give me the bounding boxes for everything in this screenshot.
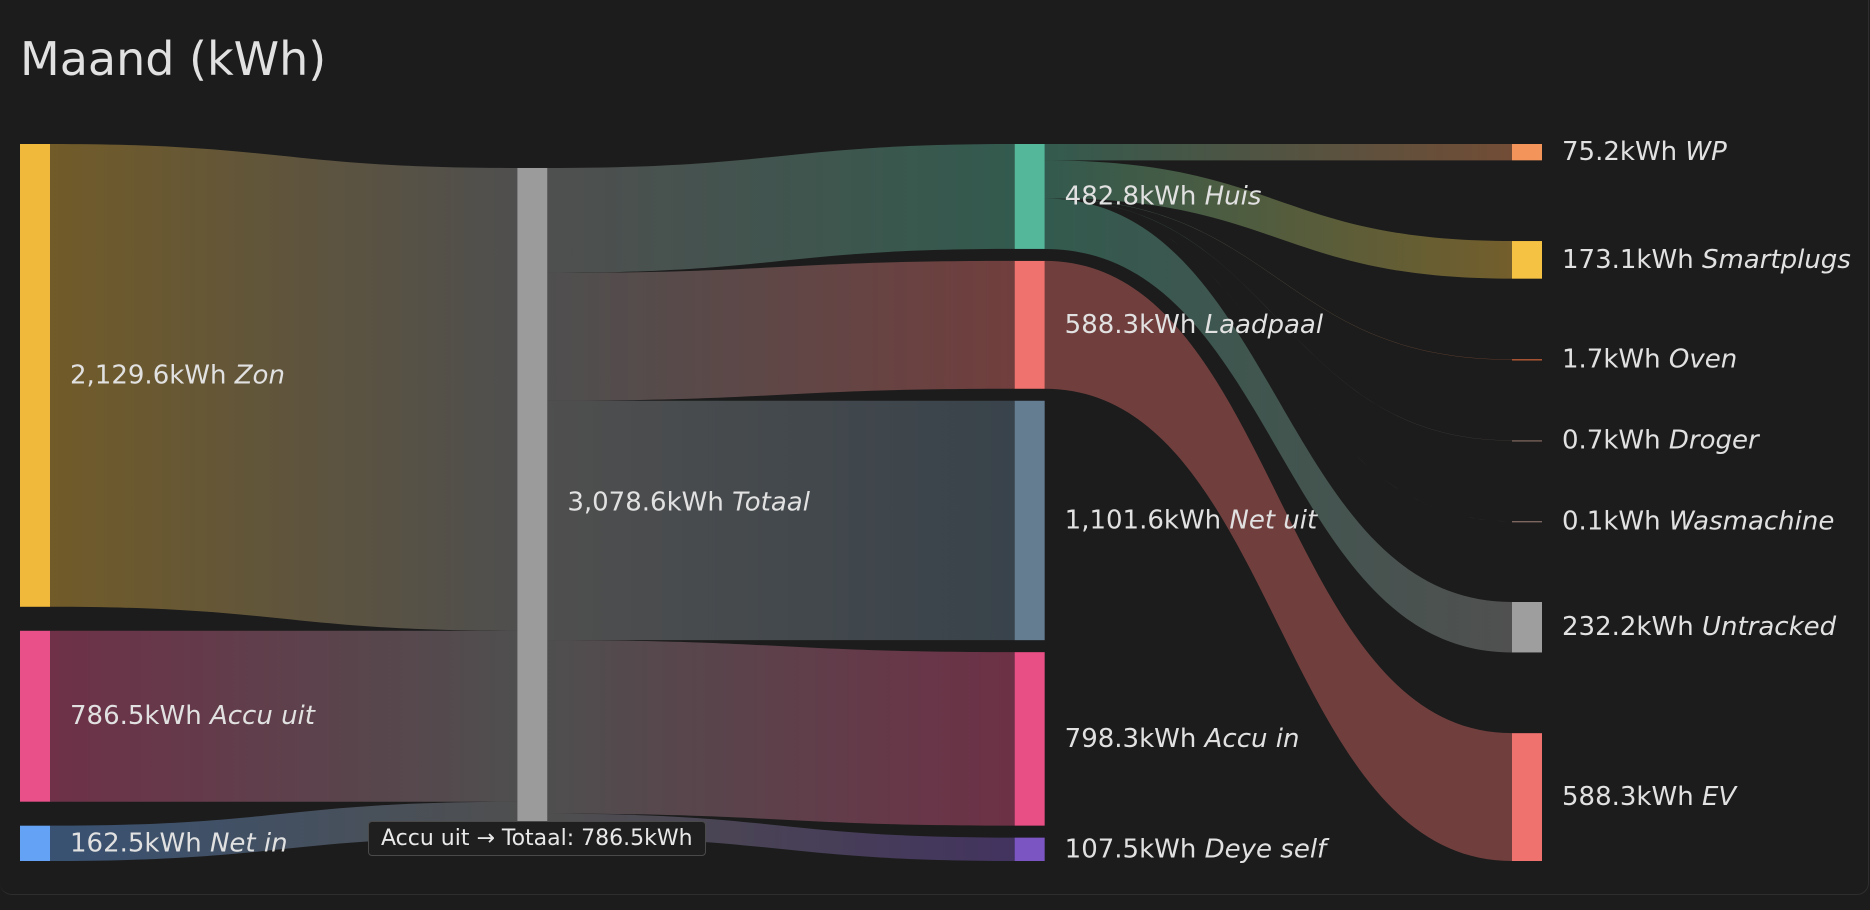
links <box>50 144 1512 861</box>
node-label: 798.3kWh Accu in <box>1065 723 1300 753</box>
node-name: Oven <box>1669 344 1737 374</box>
node-name: Net in <box>210 828 288 858</box>
node-label: 107.5kWh Deye self <box>1065 834 1330 864</box>
flow <box>1044 198 1512 522</box>
node <box>1014 652 1045 826</box>
node-name: Untracked <box>1702 612 1837 642</box>
node-name: EV <box>1702 782 1738 812</box>
flow <box>1044 144 1512 161</box>
node-label: 75.2kWh WP <box>1562 137 1727 167</box>
node-value: 786.5kWh <box>70 701 202 731</box>
card-title: Maand (kWh) <box>20 32 327 86</box>
node-name: Huis <box>1205 181 1262 211</box>
node-value: 232.2kWh <box>1562 612 1694 642</box>
node-label: 482.8kWh Huis <box>1065 181 1262 211</box>
node-value: 0.7kWh <box>1562 425 1661 455</box>
node-name: Accu in <box>1203 723 1300 753</box>
node-label: 0.1kWh Wasmachine <box>1562 506 1834 536</box>
node <box>1512 241 1542 279</box>
node-name: Wasmachine <box>1669 506 1835 536</box>
node-value: 0.1kWh <box>1562 506 1661 536</box>
node-label: 1.7kWh Oven <box>1562 344 1737 374</box>
node-name: Deye self <box>1205 834 1330 864</box>
flow <box>547 260 1015 401</box>
node <box>517 167 548 838</box>
flow <box>1044 197 1512 360</box>
flow <box>50 801 518 861</box>
flow <box>50 144 518 631</box>
flow <box>1044 160 1512 279</box>
flow <box>547 640 1015 826</box>
flow <box>1044 198 1512 653</box>
flow <box>1044 198 1512 441</box>
node <box>1014 400 1045 641</box>
flow <box>547 144 1015 273</box>
flow <box>50 630 518 802</box>
node-value: 798.3kWh <box>1065 723 1197 753</box>
node-name: Droger <box>1669 425 1761 455</box>
node-value: 1.7kWh <box>1562 344 1661 374</box>
node <box>1512 601 1542 653</box>
flow <box>1044 260 1512 861</box>
node-name: Totaal <box>732 487 811 517</box>
node-name: Net uit <box>1229 505 1318 535</box>
node-name: Zon <box>234 360 285 390</box>
node-label: 0.7kWh Droger <box>1562 425 1761 455</box>
node-value: 2,129.6kWh <box>70 360 226 390</box>
node <box>1512 521 1542 523</box>
node-value: 588.3kWh <box>1065 309 1197 339</box>
node-value: 482.8kWh <box>1065 181 1197 211</box>
node <box>1512 144 1542 161</box>
node-value: 3,078.6kWh <box>567 487 723 517</box>
node-value: 75.2kWh <box>1562 137 1677 167</box>
node <box>1512 440 1542 442</box>
node <box>20 630 50 802</box>
node-label: 2,129.6kWh Zon <box>70 360 285 390</box>
node-name: Laadpaal <box>1205 309 1324 339</box>
node <box>1512 359 1542 361</box>
node <box>1512 733 1542 861</box>
node-name: Smartplugs <box>1702 244 1851 274</box>
node-value: 107.5kWh <box>1065 834 1197 864</box>
node <box>20 144 50 607</box>
node-value: 1,101.6kWh <box>1065 505 1221 535</box>
tooltip: Accu uit → Totaal: 786.5kWh <box>368 821 706 856</box>
flow <box>547 400 1015 641</box>
node-name: WP <box>1685 137 1727 167</box>
node <box>20 825 50 861</box>
node-label: 173.1kWh Smartplugs <box>1562 244 1851 274</box>
node <box>1014 837 1045 861</box>
node-label: 1,101.6kWh Net uit <box>1065 505 1318 535</box>
node-value: 588.3kWh <box>1562 782 1694 812</box>
node-name: Accu uit <box>208 701 316 731</box>
node-label: 786.5kWh Accu uit <box>70 701 316 731</box>
node <box>1014 260 1045 389</box>
node-value: 173.1kWh <box>1562 244 1694 274</box>
node-label: 232.2kWh Untracked <box>1562 612 1837 642</box>
node-label: 162.5kWh Net in <box>70 828 288 858</box>
node-label: 3,078.6kWh Totaal <box>567 487 810 517</box>
node-value: 162.5kWh <box>70 828 202 858</box>
node-label: 588.3kWh EV <box>1562 782 1738 812</box>
node-label: 588.3kWh Laadpaal <box>1065 309 1324 339</box>
node <box>1014 144 1045 249</box>
